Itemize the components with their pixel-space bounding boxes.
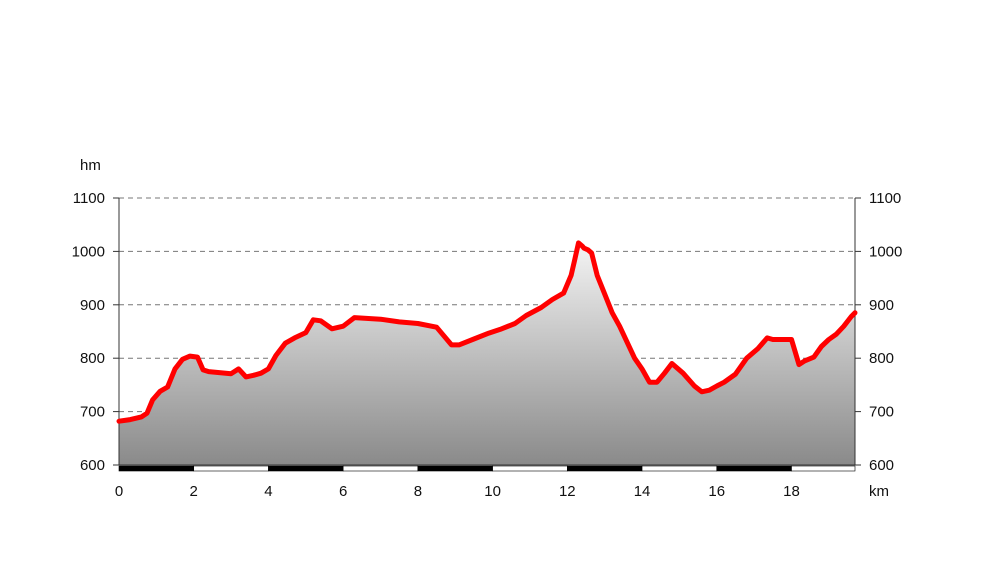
y-tick-label-right: 1000: [869, 243, 902, 260]
x-tick-label-2: 2: [190, 483, 198, 500]
y-tick-label-right: 800: [869, 350, 894, 367]
x-tick-label-8: 8: [414, 483, 422, 500]
y-tick-label-right: 600: [869, 457, 894, 474]
y-tick-label-left: 1000: [72, 243, 105, 260]
y-tick-label-left: 900: [80, 297, 105, 314]
x-tick-label-14: 14: [634, 483, 651, 500]
x-tick-label-12: 12: [559, 483, 576, 500]
elevation-line-group: [116, 240, 858, 424]
y-tick-label-right: 900: [869, 297, 894, 314]
x-scale-segment: [342, 465, 419, 472]
tick-labels: 600 600 700 700 800 800 900 900 1000 1000 1100 1100…: [72, 190, 903, 500]
x-scale-segment: [716, 465, 792, 472]
x-scale-segment: [417, 465, 493, 472]
elevation-area: [119, 242, 855, 465]
y-tick-label-left: 700: [80, 404, 105, 421]
y-tick-label-left: 1100: [73, 190, 105, 207]
y-tick-label-left: 800: [80, 350, 105, 367]
y-tick-label-left: 600: [80, 457, 105, 474]
x-scale-segment: [268, 465, 344, 472]
axes: [113, 197, 861, 472]
x-scale-segment: [791, 465, 856, 472]
x-tick-label-6: 6: [339, 483, 347, 500]
elevation-area-fill: [119, 242, 855, 465]
y-unit-label: hm: [80, 157, 101, 174]
x-scale-segment: [567, 465, 643, 472]
x-tick-label-4: 4: [264, 483, 272, 500]
x-tick-label-18: 18: [783, 483, 800, 500]
x-unit-label: km: [869, 483, 889, 500]
x-scale-segment: [118, 465, 195, 472]
x-scale-segment: [492, 465, 568, 472]
x-tick-label-16: 16: [708, 483, 725, 500]
x-tick-label-0: 0: [115, 483, 123, 500]
y-tick-label-right: 1100: [869, 190, 901, 207]
x-scale-segment: [641, 465, 718, 472]
elevation-line: [116, 240, 858, 424]
x-scale-segment: [193, 465, 269, 472]
x-tick-label-10: 10: [484, 483, 501, 500]
y-tick-label-right: 700: [869, 404, 894, 421]
